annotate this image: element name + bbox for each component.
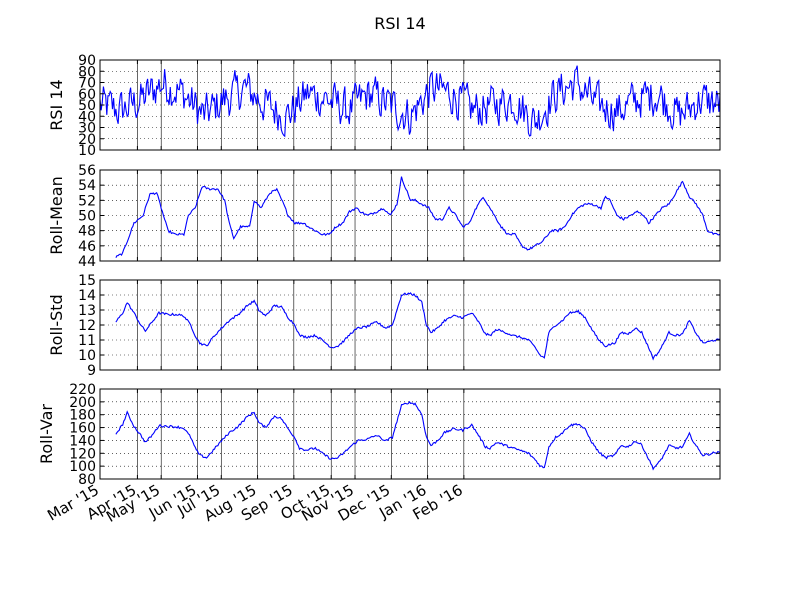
y-tick-label: 20 [78,132,96,148]
y-axis-label: RSI 14 [47,79,66,130]
y-tick-label: 120 [69,446,96,462]
series-line [115,400,721,471]
y-tick-label: 60 [78,87,96,103]
y-tick-label: 200 [69,395,96,411]
y-tick-label: 56 [78,163,96,179]
y-tick-label: 46 [78,239,96,255]
y-tick-label: 13 [78,303,96,319]
y-tick-label: 220 [69,382,96,398]
y-tick-label: 10 [78,143,96,159]
y-tick-label: 180 [69,408,96,424]
series-line [115,176,721,258]
y-tick-label: 48 [78,224,96,240]
y-tick-label: 52 [78,193,96,209]
series-line [99,65,721,138]
y-tick-label: 80 [78,64,96,80]
y-tick-label: 10 [78,348,96,364]
y-tick-label: 50 [78,209,96,225]
y-tick-label: 9 [87,363,96,379]
y-tick-label: 30 [78,121,96,137]
figure-title: RSI 14 [374,14,426,33]
y-tick-label: 80 [78,472,96,488]
y-axis-label: Roll-Mean [47,176,66,254]
y-tick-label: 54 [78,178,96,194]
y-tick-label: 12 [78,318,96,334]
y-tick-label: 100 [69,459,96,475]
y-tick-label: 160 [69,421,96,437]
y-tick-label: 11 [78,333,96,349]
y-axis-label: Roll-Std [47,294,66,355]
y-tick-label: 70 [78,76,96,92]
axes-frame [99,388,721,480]
y-tick-label: 40 [78,109,96,125]
series-line [115,292,721,361]
y-tick-label: 14 [78,288,96,304]
y-tick-label: 44 [78,254,96,270]
y-tick-label: 15 [78,273,96,289]
y-tick-label: 90 [78,53,96,69]
y-tick-label: 140 [69,433,96,449]
y-tick-label: 50 [78,98,96,114]
y-axis-label: Roll-Var [37,404,56,464]
